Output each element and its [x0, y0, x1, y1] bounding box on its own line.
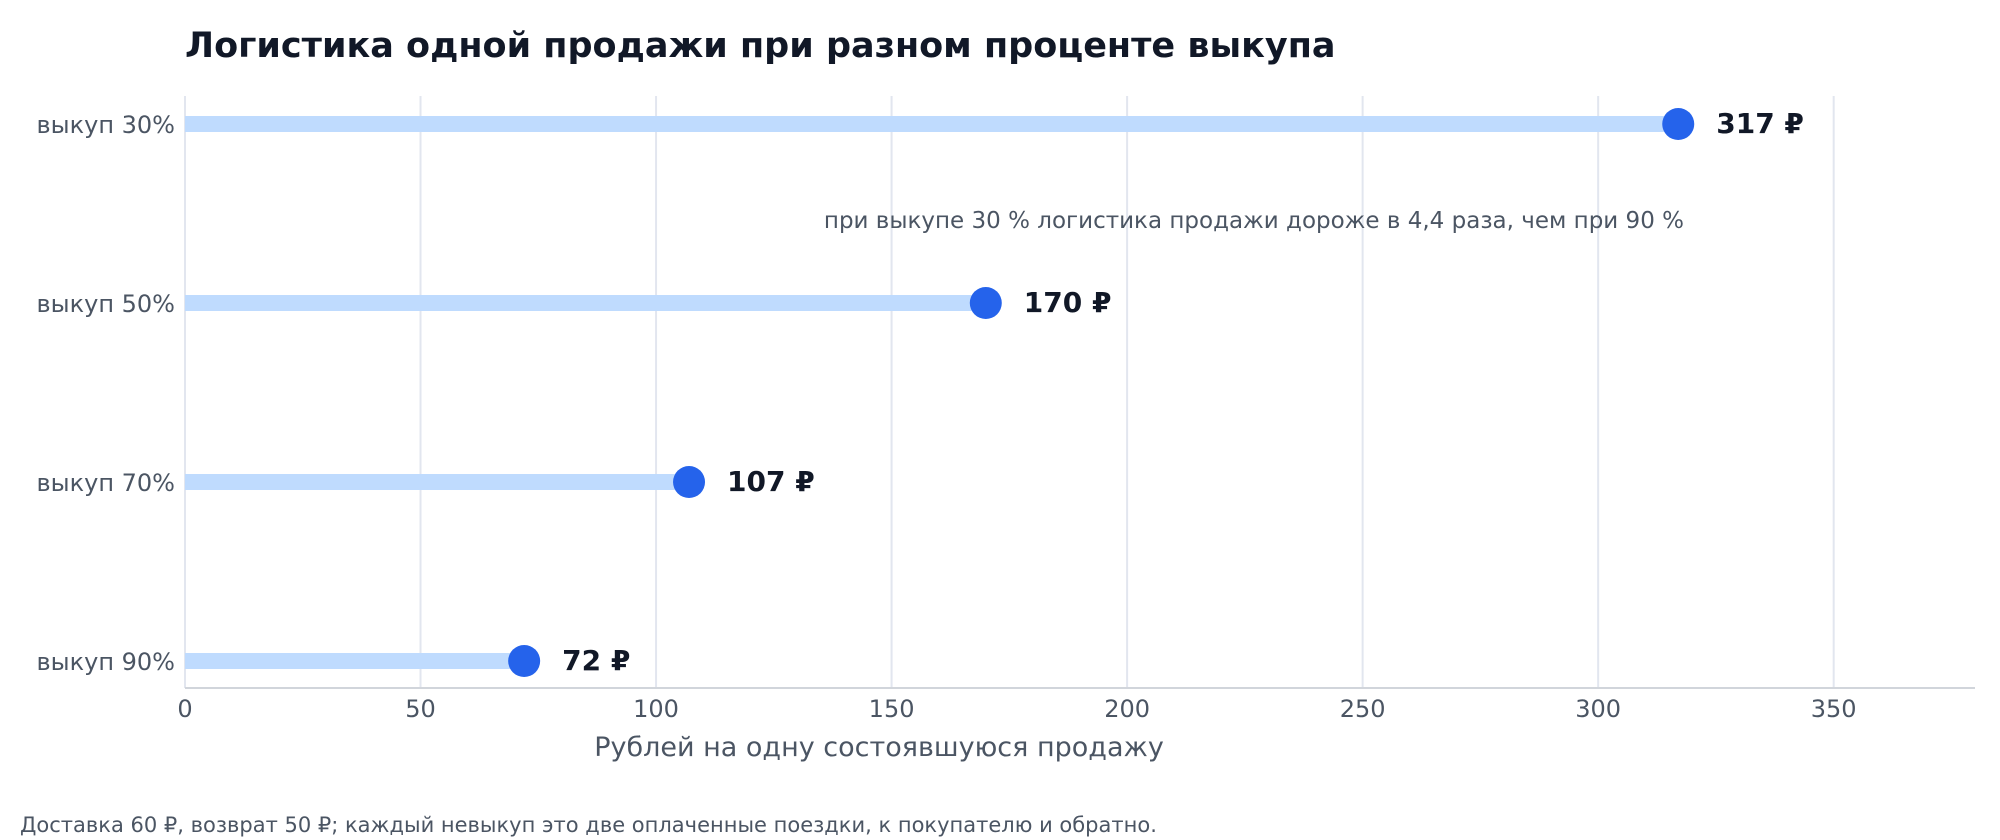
grid-lines [184, 96, 1835, 688]
x-tick-label: 50 [405, 695, 436, 723]
lollipop-dot [969, 287, 1002, 319]
x-tick-label: 150 [869, 695, 915, 723]
x-tick-label: 200 [1104, 695, 1150, 723]
x-tick-label: 0 [177, 695, 192, 723]
lollipop-dot [673, 466, 706, 498]
annotation: при выкупе 30 % логистика продажи дороже… [824, 208, 1684, 234]
chart-marks: выкуп 30% 317 ₽ выкуп 50% 170 ₽ выкуп 70% 107… [37, 107, 1804, 677]
value-label: 170 ₽ [1024, 286, 1112, 319]
x-axis-ticks: 0 50 100 150 200 250 300 350 [177, 695, 1856, 723]
value-label: 317 ₽ [1716, 107, 1804, 140]
category-label: выкуп 90% [37, 648, 175, 676]
x-tick-label: 350 [1811, 695, 1857, 723]
category-label: выкуп 30% [37, 111, 175, 139]
x-tick-label: 300 [1575, 695, 1621, 723]
category-label: выкуп 70% [37, 469, 175, 497]
chart-title: Логистика одной продажи при разном проце… [185, 26, 1336, 66]
value-label: 72 ₽ [562, 644, 630, 677]
footnote: Доставка 60 ₽, возврат 50 ₽; каждый невы… [20, 813, 1157, 837]
value-label: 107 ₽ [727, 465, 815, 498]
lollipop-dot [508, 645, 541, 677]
x-axis-title: Рублей на одну состоявшуюся продажу [594, 732, 1164, 763]
x-tick-label: 250 [1340, 695, 1386, 723]
x-tick-label: 100 [633, 695, 679, 723]
lollipop-dot [1662, 108, 1695, 140]
category-label: выкуп 50% [37, 290, 175, 318]
